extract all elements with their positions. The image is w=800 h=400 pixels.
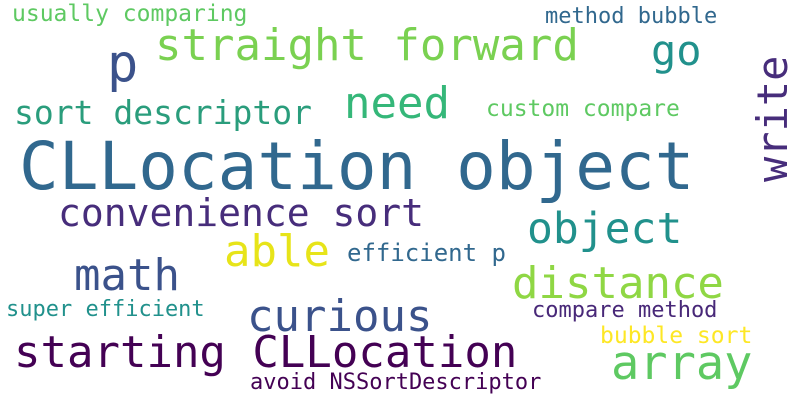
word-compare-method: compare method	[532, 298, 718, 323]
word-cllocation-object: CLLocation object	[19, 128, 695, 205]
word-distance: distance	[512, 258, 724, 309]
word-array: array	[611, 336, 753, 391]
word-need: need	[344, 78, 450, 129]
word-avoid-nssortdescriptor: avoid NSSortDescriptor	[250, 370, 542, 395]
word-go: go	[651, 26, 702, 75]
word-custom-compare: custom compare	[486, 96, 680, 122]
word-object: object	[527, 204, 683, 254]
word-convenience-sort: convenience sort	[58, 191, 425, 235]
word-efficient-p: efficient p	[347, 239, 506, 267]
word-math: math	[74, 250, 180, 301]
word-starting-cllocation: starting CLLocation	[14, 327, 518, 378]
word-method-bubble: method bubble	[545, 4, 718, 29]
word-write: write	[748, 55, 797, 182]
word-usually-comparing: usually comparing	[12, 1, 248, 27]
word-p: p	[107, 34, 139, 94]
word-bubble-sort: bubble sort	[600, 323, 753, 349]
word-super-efficient: super efficient	[6, 297, 205, 322]
word-able: able	[224, 226, 330, 277]
word-curious: curious	[247, 291, 433, 342]
word-straight-forward: straight forward	[155, 20, 579, 71]
word-sort-descriptor: sort descriptor	[14, 93, 313, 132]
